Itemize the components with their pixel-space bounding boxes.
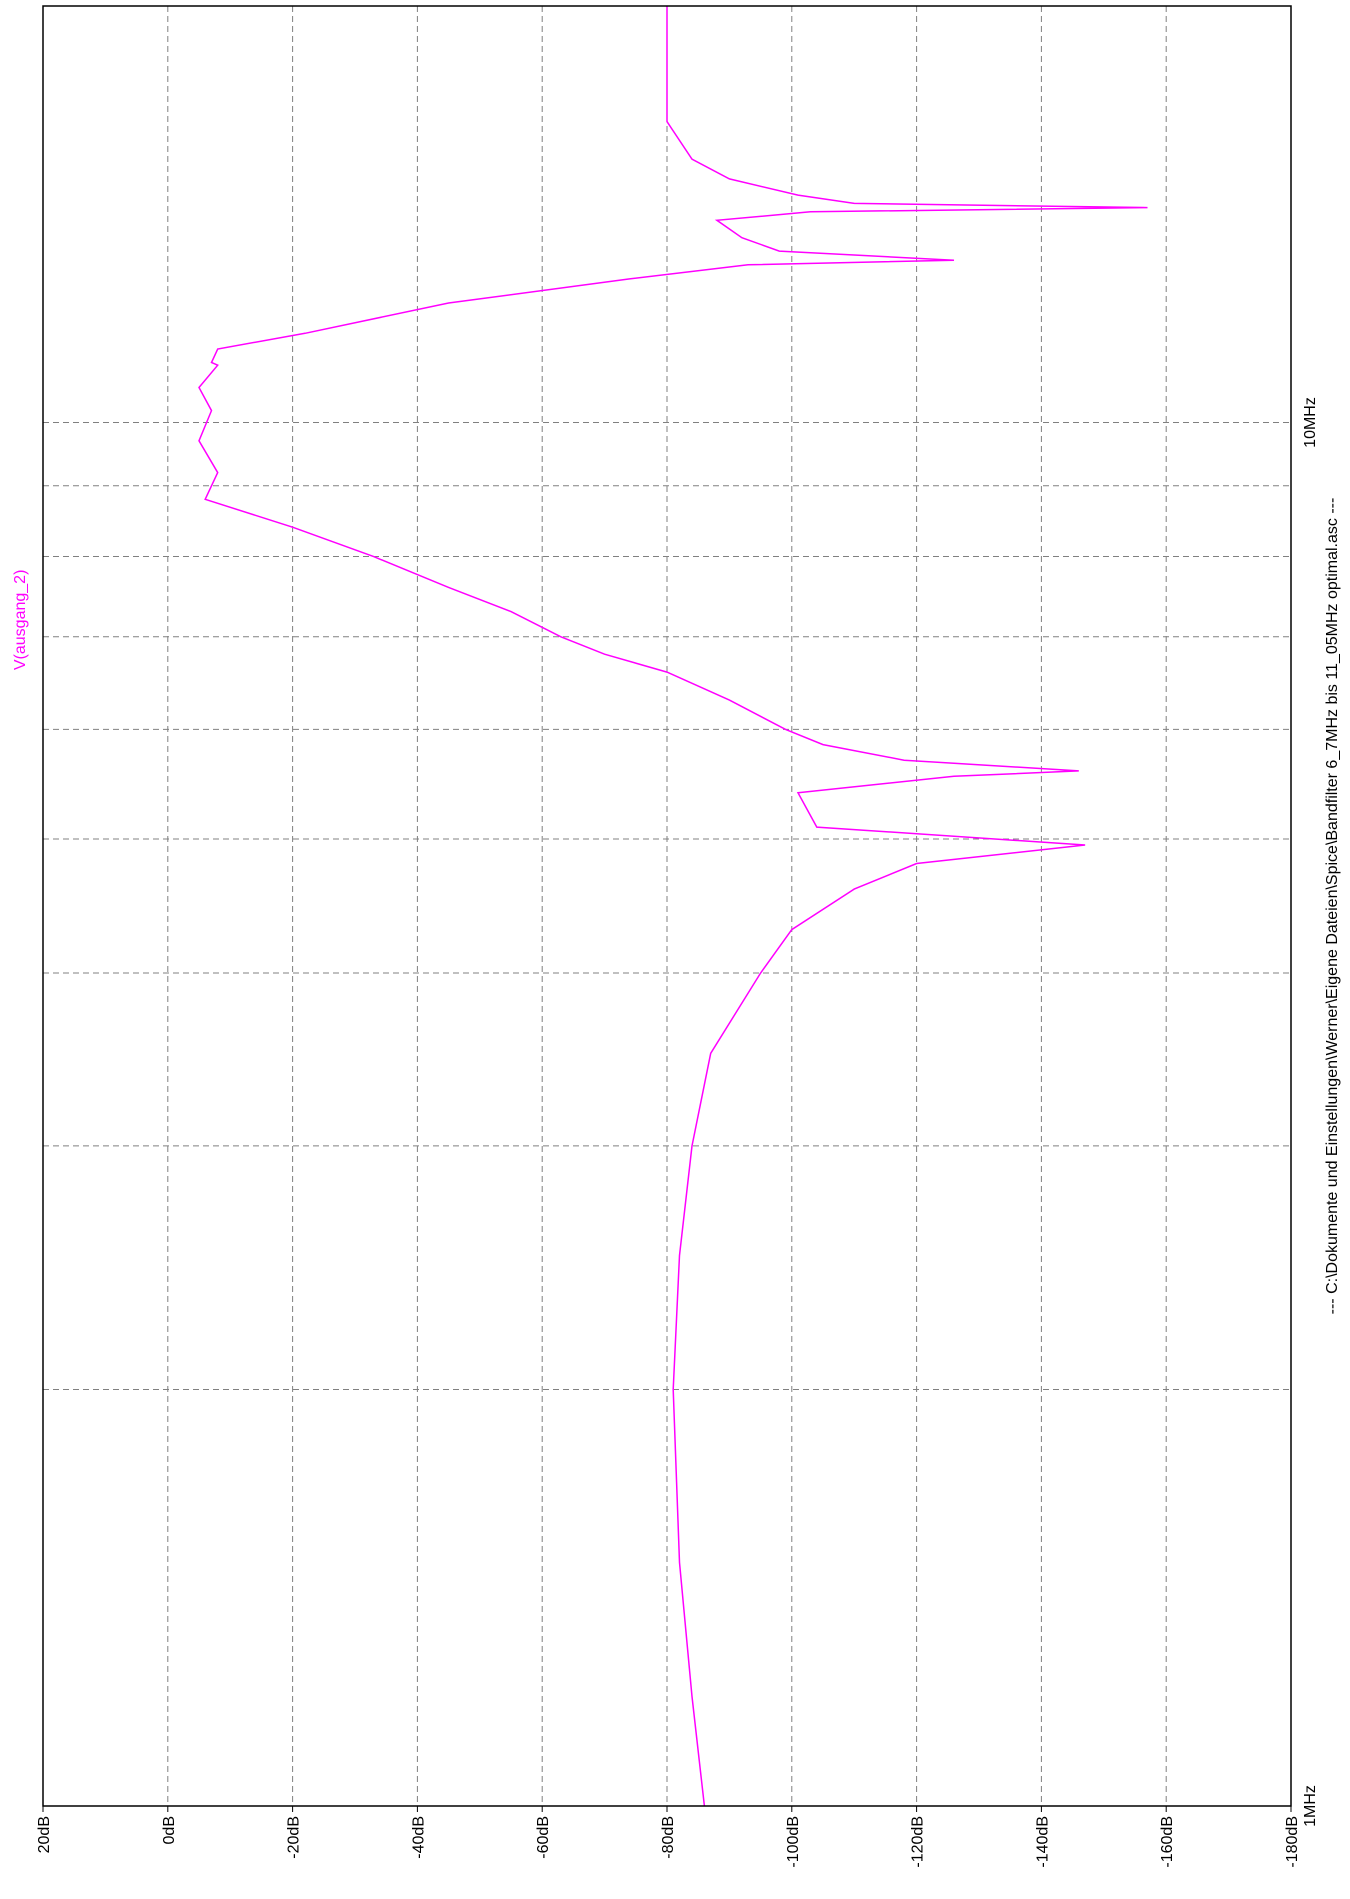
tick-labels: 20dB 0dB -20dB -40dB -60dB -80dB -100dB -120dB -… [36, 397, 1319, 1867]
y-tick-label: -100dB [785, 1816, 802, 1868]
y-tick-label: -180dB [1284, 1816, 1301, 1868]
series-line [198, 6, 1148, 1807]
y-tick-label: -140dB [1034, 1816, 1051, 1868]
plot-area [42, 5, 1292, 1807]
legend: V(ausgang_2) [12, 570, 29, 671]
y-tick-label: -120dB [910, 1816, 927, 1868]
x-tick-label: 1MHz [1302, 1785, 1319, 1827]
y-tick-label: -160dB [1159, 1816, 1176, 1868]
title-group: --- C:\Dokumente und Einstellungen\Werne… [1324, 498, 1341, 1315]
y-tick-label: -20dB [286, 1816, 303, 1859]
grid-lines [43, 6, 1291, 1806]
y-tick-label: -60dB [535, 1816, 552, 1859]
y-tick-label: -80dB [660, 1816, 677, 1859]
legend-entry: V(ausgang_2) [12, 570, 29, 671]
y-tick-label: 0dB [161, 1816, 178, 1844]
y-tick-label: -40dB [410, 1816, 427, 1859]
x-tick-label: 10MHz [1302, 397, 1319, 448]
y-tick-label: 20dB [36, 1816, 53, 1853]
chart-title: --- C:\Dokumente und Einstellungen\Werne… [1324, 498, 1341, 1315]
